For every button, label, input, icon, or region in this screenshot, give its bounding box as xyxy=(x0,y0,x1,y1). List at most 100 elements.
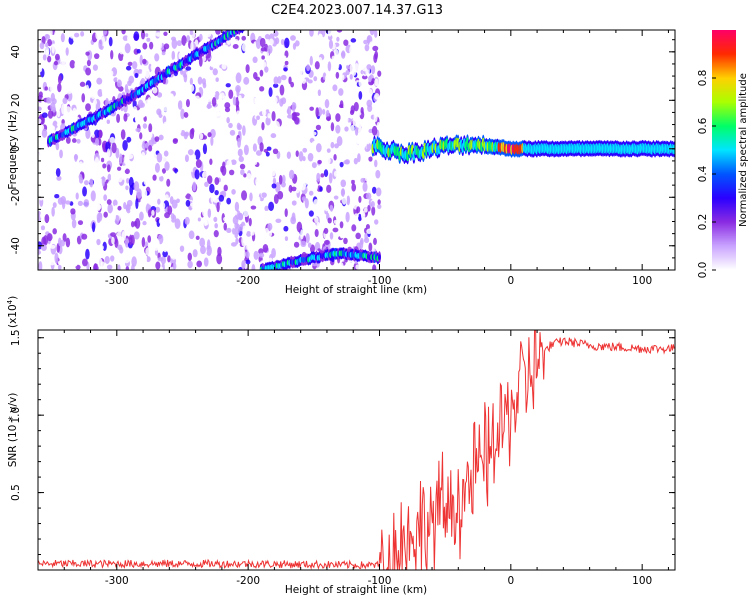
noise-speck xyxy=(265,151,270,157)
noise-speck xyxy=(38,249,42,255)
noise-speck xyxy=(179,245,185,252)
noise-speck xyxy=(374,92,380,100)
noise-speck xyxy=(352,116,356,127)
noise-speck xyxy=(156,92,163,98)
noise-speck xyxy=(59,149,63,159)
noise-speck xyxy=(152,174,157,181)
noise-speck xyxy=(325,116,332,121)
noise-speck xyxy=(249,49,254,56)
ascending-tone-halo xyxy=(243,30,245,32)
noise-speck xyxy=(250,205,257,210)
noise-speck xyxy=(311,141,317,148)
noise-speck xyxy=(270,166,276,177)
noise-speck xyxy=(295,207,301,217)
noise-speck xyxy=(249,192,253,202)
noise-speck xyxy=(127,61,133,66)
noise-speck xyxy=(281,149,287,160)
noise-speck xyxy=(292,111,298,122)
noise-speck xyxy=(183,132,188,140)
noise-speck xyxy=(364,232,369,240)
noise-speck xyxy=(282,187,287,194)
noise-speck xyxy=(115,158,120,168)
noise-speck xyxy=(79,81,86,87)
noise-speck xyxy=(261,122,265,131)
noise-speck xyxy=(90,90,96,100)
noise-speck xyxy=(234,201,240,212)
noise-speck xyxy=(103,30,108,36)
noise-speck xyxy=(161,144,168,153)
noise-speck xyxy=(158,218,163,224)
noise-speck xyxy=(158,38,163,49)
spectrogram-x-label: Height of straight line (km) xyxy=(285,284,427,296)
noise-speck xyxy=(339,161,344,168)
noise-speck xyxy=(372,45,379,52)
noise-speck xyxy=(104,255,110,264)
noise-speck xyxy=(200,245,206,255)
noise-speck xyxy=(169,114,176,120)
noise-speck xyxy=(374,30,378,38)
noise-speck xyxy=(210,192,214,204)
noise-speck xyxy=(207,208,212,218)
noise-speck xyxy=(195,235,200,241)
spectrogram-xtick-label: -100 xyxy=(368,275,392,287)
noise-speck xyxy=(311,161,317,169)
noise-speck xyxy=(232,215,239,225)
noise-speck xyxy=(190,41,194,53)
noise-speck xyxy=(256,198,260,209)
noise-speck xyxy=(331,55,336,63)
noise-speck xyxy=(229,129,236,136)
noise-speck xyxy=(54,30,60,41)
noise-speck xyxy=(376,84,381,90)
noise-speck xyxy=(65,136,71,144)
noise-speck xyxy=(351,224,357,232)
noise-speck xyxy=(216,201,220,213)
noise-speck xyxy=(85,248,90,260)
noise-speck xyxy=(327,217,332,224)
carrier-tone-point xyxy=(672,144,675,155)
noise-speck xyxy=(320,173,325,178)
noise-speck xyxy=(117,205,122,211)
noise-speck xyxy=(287,223,292,234)
noise-speck xyxy=(149,163,155,172)
noise-speck xyxy=(214,223,218,229)
noise-speck xyxy=(81,233,88,240)
noise-speck xyxy=(213,208,218,217)
noise-speck xyxy=(47,38,53,47)
noise-speck xyxy=(221,63,227,70)
noise-speck xyxy=(329,222,335,230)
noise-speck xyxy=(65,47,69,56)
noise-speck xyxy=(124,168,130,175)
noise-speck xyxy=(225,69,231,81)
noise-speck xyxy=(360,177,366,183)
noise-speck xyxy=(52,202,57,208)
noise-speck xyxy=(262,244,269,253)
noise-speck xyxy=(335,71,340,79)
noise-speck xyxy=(259,142,264,152)
snr-xtick-label: -200 xyxy=(236,575,260,587)
noise-speck xyxy=(107,203,113,214)
noise-speck xyxy=(213,216,218,223)
noise-speck xyxy=(341,188,345,197)
noise-speck xyxy=(264,205,269,212)
noise-speck xyxy=(163,224,168,232)
noise-speck xyxy=(183,209,188,215)
noise-speck xyxy=(178,52,183,60)
noise-speck xyxy=(360,106,364,114)
noise-speck xyxy=(184,80,190,88)
noise-speck xyxy=(292,42,297,50)
noise-speck xyxy=(261,55,265,60)
noise-speck xyxy=(195,202,201,213)
noise-speck xyxy=(214,263,219,270)
noise-speck xyxy=(300,229,304,240)
noise-speck xyxy=(226,188,231,197)
noise-speck xyxy=(188,115,194,125)
noise-speck xyxy=(260,233,266,241)
noise-speck xyxy=(189,30,194,36)
noise-speck xyxy=(122,54,128,64)
noise-speck xyxy=(118,86,124,92)
noise-speck xyxy=(218,234,223,243)
noise-speck xyxy=(110,172,117,183)
noise-speck xyxy=(241,35,246,41)
noise-speck xyxy=(336,187,340,198)
noise-speck xyxy=(96,77,103,85)
